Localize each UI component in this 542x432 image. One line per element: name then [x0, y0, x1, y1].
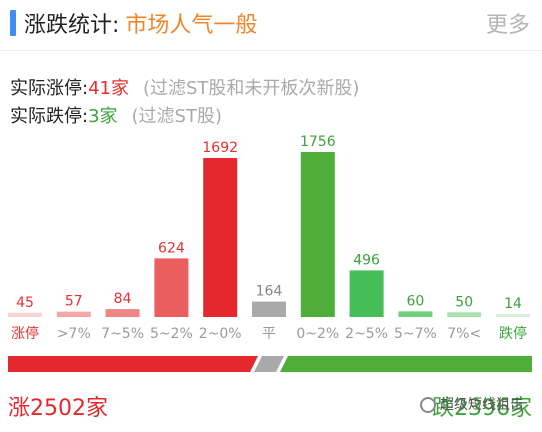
bar-2	[105, 309, 140, 317]
more-link[interactable]: 更多	[485, 13, 530, 38]
bar-10	[496, 314, 530, 317]
header-divider	[0, 50, 542, 51]
bar-5	[252, 301, 286, 317]
watermark: 超级短线狙击	[420, 394, 524, 414]
category-label-3: 5~2%	[150, 326, 193, 342]
bar-3	[154, 258, 189, 317]
ratio-bar-fall	[280, 356, 532, 372]
fall-total: 跌2396家	[432, 396, 532, 421]
bar-9	[447, 312, 482, 317]
bar-value-label-10: 14	[504, 296, 522, 312]
limit-up-stat: 实际涨停:41家 (过滤ST股和未开板次新股)	[10, 74, 359, 100]
bar-value-label-1: 57	[65, 294, 83, 310]
category-label-2: 7~5%	[101, 326, 144, 342]
category-label-8: 5~7%	[394, 326, 437, 342]
bar-8	[398, 311, 433, 317]
market-sentiment: 市场人气一般	[125, 13, 258, 38]
wechat-icon	[420, 397, 436, 413]
category-label-5: 平	[262, 326, 276, 342]
bar-6	[300, 152, 335, 317]
ratio-bar-rise	[8, 356, 258, 372]
bar-value-label-0: 45	[16, 295, 34, 311]
header: 涨跌统计: 市场人气一般 更多	[0, 0, 542, 50]
bar-value-label-7: 496	[353, 252, 380, 268]
rise-total: 涨2502家	[8, 396, 108, 421]
limit-down-label: 实际跌停:	[10, 106, 89, 127]
ratio-bar-flat	[254, 356, 284, 372]
category-label-6: 0~2%	[296, 326, 339, 342]
category-label-0: 涨停	[11, 325, 39, 342]
limit-down-count: 3家	[88, 106, 118, 127]
watermark-text: 超级短线狙击	[440, 397, 524, 413]
category-label-7: 2~5%	[345, 326, 388, 342]
bar-4	[203, 158, 238, 317]
category-label-9: 7%<	[447, 326, 481, 342]
limit-up-label: 实际涨停:	[10, 78, 89, 99]
ratio-bar	[8, 356, 532, 372]
category-label-1: >7%	[57, 326, 91, 342]
limit-down-note: (过滤ST股)	[131, 106, 222, 127]
bar-value-label-6: 1756	[300, 134, 336, 150]
bar-value-label-9: 50	[455, 294, 473, 310]
limit-up-count: 41家	[88, 78, 129, 99]
bar-value-label-5: 164	[256, 284, 283, 300]
bar-1	[56, 311, 91, 317]
bar-value-label-4: 1692	[202, 140, 238, 156]
category-label-10: 跌停	[499, 325, 527, 342]
bar-7	[349, 270, 384, 317]
bar-value-label-3: 624	[158, 240, 185, 256]
distribution-chart: 45 涨停 57 >7% 84 7~5% 624 5~2% 1692 2~0% 164 平 1756 0~…	[8, 134, 530, 342]
page-title: 涨跌统计:	[24, 13, 120, 38]
limit-down-stat: 实际跌停:3家 (过滤ST股)	[10, 102, 222, 128]
bar-value-label-2: 84	[114, 291, 132, 307]
bar-0	[8, 312, 42, 317]
limit-up-note: (过滤ST股和未开板次新股)	[142, 78, 360, 99]
title: 涨跌统计: 市场人气一般	[24, 7, 257, 39]
category-label-4: 2~0%	[199, 326, 242, 342]
accent-bar	[10, 10, 16, 36]
bar-value-label-8: 60	[406, 293, 424, 309]
